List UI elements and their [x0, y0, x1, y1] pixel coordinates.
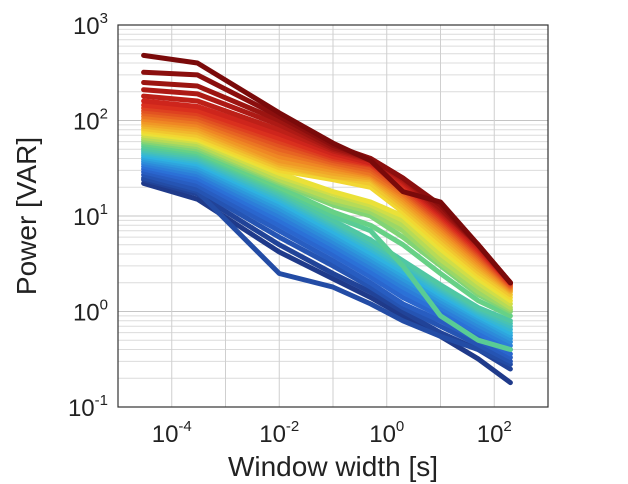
- series-line: [141, 126, 513, 298]
- series-line: [141, 175, 513, 367]
- y-tick-label: 101: [73, 201, 108, 231]
- x-tick-label: 10-4: [152, 418, 192, 448]
- series-line: [141, 161, 513, 349]
- series-line: [141, 52, 513, 286]
- y-axis-title: Power [VAR]: [11, 137, 42, 295]
- series-line: [141, 164, 513, 352]
- series-line: [141, 157, 513, 342]
- x-axis-title: Window width [s]: [228, 451, 438, 482]
- series-line: [141, 141, 513, 319]
- x-tick-label: 100: [369, 418, 404, 448]
- y-tick-label: 103: [73, 10, 108, 40]
- y-tick-label: 102: [73, 106, 108, 136]
- plot-frame: [117, 24, 549, 408]
- x-tick-labels: 10-4 10-2 100 102: [152, 418, 512, 448]
- y-tick-label: 100: [73, 297, 108, 327]
- series-line: [141, 172, 513, 364]
- y-tick-label: 10-1: [68, 392, 108, 422]
- x-tick-label: 10-2: [259, 418, 299, 448]
- x-tick-label: 102: [477, 418, 512, 448]
- series-lines: [141, 52, 513, 386]
- y-tick-labels: 10-1 100 101 102 103: [68, 10, 108, 422]
- series-line: [141, 159, 513, 345]
- series-line: [141, 135, 513, 310]
